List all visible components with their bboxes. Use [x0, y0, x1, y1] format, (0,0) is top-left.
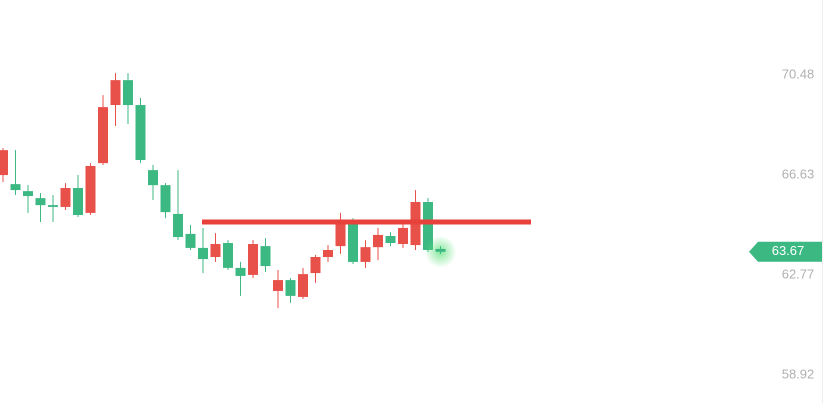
candle-body — [348, 221, 358, 262]
candle-body — [385, 235, 396, 243]
y-tick-label: 58.92 — [782, 366, 815, 381]
candle-body — [73, 188, 83, 215]
candle-body — [60, 188, 71, 207]
candle-body — [85, 165, 96, 213]
candle-body — [110, 80, 121, 106]
candle-body — [373, 234, 383, 248]
candle-body — [273, 280, 283, 291]
candle-body — [135, 105, 146, 161]
candle-body — [310, 256, 321, 274]
candle-body — [198, 247, 208, 260]
candle-body — [248, 244, 258, 275]
candle-body — [123, 80, 133, 106]
candle-body — [0, 150, 8, 176]
candle-body — [23, 191, 33, 197]
y-tick-label: 66.63 — [782, 166, 815, 181]
price-tag — [749, 241, 822, 262]
candle-body — [173, 213, 183, 238]
candle-body — [235, 267, 246, 276]
price-tag-label: 63.67 — [772, 243, 805, 258]
candle-body — [98, 107, 108, 164]
candle-body — [48, 205, 58, 207]
candle-body — [360, 247, 371, 262]
candle-body — [35, 198, 46, 206]
candle-body — [435, 248, 446, 252]
candle-body — [185, 233, 196, 248]
candle-body — [285, 280, 296, 296]
candle-body — [223, 242, 233, 268]
y-tick-label: 70.48 — [782, 67, 815, 82]
candle-body — [298, 274, 308, 297]
candle-body — [160, 185, 171, 213]
candle-body — [148, 170, 158, 186]
candle-body — [323, 249, 333, 257]
candle-body — [260, 246, 271, 267]
y-tick-label: 62.77 — [782, 267, 815, 282]
candle-body — [423, 202, 433, 250]
candle-body — [10, 184, 21, 191]
candle-body — [398, 227, 408, 245]
candle-body — [210, 244, 221, 257]
candle-body — [335, 221, 346, 247]
